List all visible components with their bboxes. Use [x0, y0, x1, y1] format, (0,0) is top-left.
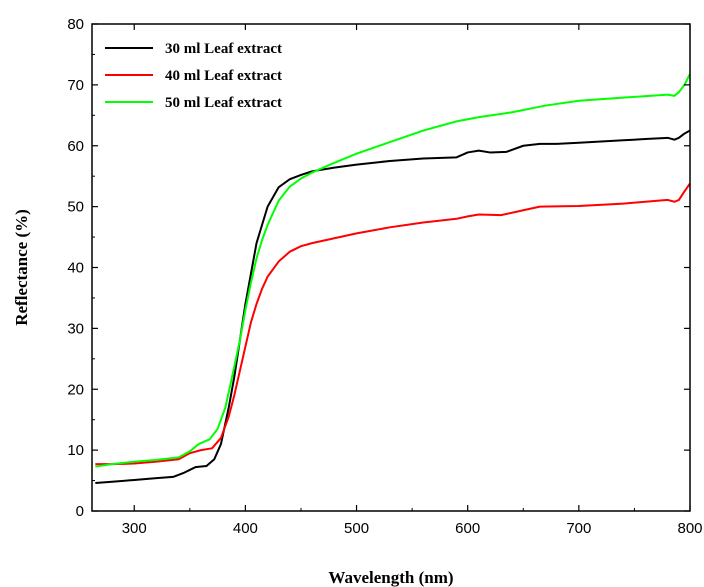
- x-tick-label: 700: [566, 520, 591, 537]
- x-axis-label: Wavelength (nm): [328, 568, 453, 587]
- legend-label-1: 30 ml Leaf extract: [165, 41, 282, 57]
- x-tick-label: 600: [455, 520, 480, 537]
- series-line-3: [95, 73, 691, 468]
- y-tick-label: 30: [67, 320, 84, 337]
- y-tick-label: 0: [76, 503, 84, 520]
- x-tick-label: 800: [677, 520, 702, 537]
- legend: 30 ml Leaf extract 40 ml Leaf extract 50 m…: [105, 41, 282, 111]
- y-tick-label: 80: [67, 16, 84, 33]
- y-tick-label: 70: [67, 77, 84, 94]
- series-curves: [95, 73, 691, 484]
- y-tick-label: 40: [67, 260, 84, 277]
- y-tick-label: 50: [67, 199, 84, 216]
- y-axis-label: Reflectance (%): [12, 209, 31, 326]
- x-tick-label: 400: [233, 520, 258, 537]
- y-tick-label: 10: [67, 442, 84, 459]
- axes: 300 400 500 600 700 800 0 10 20 30 40 50 60 70 80: [67, 16, 702, 537]
- series-line-2: [95, 182, 691, 466]
- y-tick-label: 20: [67, 381, 84, 398]
- legend-label-2: 40 ml Leaf extract: [165, 68, 282, 84]
- series-line-1: [95, 129, 691, 484]
- legend-label-3: 50 ml Leaf extract: [165, 95, 282, 111]
- x-tick-label: 300: [122, 520, 147, 537]
- y-tick-label: 60: [67, 138, 84, 155]
- x-tick-label: 500: [344, 520, 369, 537]
